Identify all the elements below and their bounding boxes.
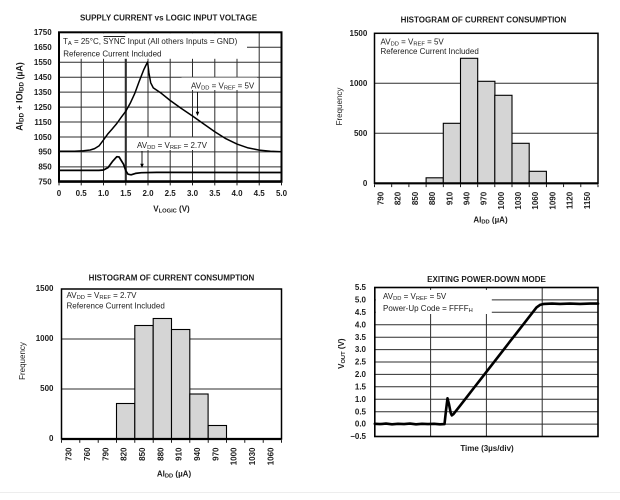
- svg-text:5.0: 5.0: [355, 296, 367, 305]
- svg-text:910: 910: [175, 447, 184, 461]
- svg-text:AVDD = VREF = 2.7V: AVDD = VREF = 2.7V: [137, 141, 208, 151]
- svg-text:910: 910: [445, 191, 454, 205]
- svg-text:2.5: 2.5: [355, 358, 367, 367]
- svg-text:AVDD = VREF = 5V: AVDD = VREF = 5V: [383, 292, 447, 302]
- svg-text:0.0: 0.0: [355, 420, 367, 429]
- svg-text:Frequency: Frequency: [335, 88, 344, 126]
- svg-text:850: 850: [138, 447, 147, 461]
- svg-text:SUPPLY CURRENT vs LOGIC INPUT: SUPPLY CURRENT vs LOGIC INPUT VOLTAGE: [80, 14, 258, 23]
- svg-text:AVDD = VREF = 5V: AVDD = VREF = 5V: [381, 37, 445, 47]
- svg-text:Frequency: Frequency: [18, 342, 27, 380]
- svg-text:1550: 1550: [34, 58, 52, 67]
- svg-text:3.0: 3.0: [187, 189, 199, 198]
- svg-text:970: 970: [211, 447, 220, 461]
- svg-text:500: 500: [354, 129, 368, 138]
- svg-text:3.5: 3.5: [355, 333, 367, 342]
- svg-text:AIDD + IOIDD (µA): AIDD + IOIDD (µA): [15, 62, 26, 131]
- svg-text:1.0: 1.0: [355, 395, 367, 404]
- svg-text:Reference Current Included: Reference Current Included: [381, 47, 479, 56]
- svg-text:0: 0: [363, 179, 368, 188]
- svg-text:Time (3µs/div): Time (3µs/div): [460, 444, 514, 453]
- svg-text:0.5: 0.5: [76, 189, 88, 198]
- svg-text:1050: 1050: [34, 133, 52, 142]
- svg-text:1650: 1650: [34, 43, 52, 52]
- svg-text:−0.5: −0.5: [350, 432, 366, 441]
- svg-text:HISTOGRAM OF CURRENT CONSUMPTI: HISTOGRAM OF CURRENT CONSUMPTION: [401, 16, 567, 25]
- svg-text:1250: 1250: [34, 103, 52, 112]
- svg-text:2.5: 2.5: [165, 189, 177, 198]
- svg-text:4.0: 4.0: [355, 320, 367, 329]
- svg-text:Reference Current Included: Reference Current Included: [63, 49, 161, 58]
- svg-text:970: 970: [480, 191, 489, 205]
- svg-text:1150: 1150: [583, 191, 592, 209]
- svg-text:1000: 1000: [497, 191, 506, 209]
- svg-text:5.0: 5.0: [276, 189, 288, 198]
- svg-text:5.5: 5.5: [355, 283, 367, 292]
- svg-text:Power-Up Code = FFFFH: Power-Up Code = FFFFH: [383, 304, 473, 314]
- svg-text:3.5: 3.5: [209, 189, 221, 198]
- svg-text:1450: 1450: [34, 73, 52, 82]
- svg-text:4.5: 4.5: [355, 308, 367, 317]
- svg-text:TA = 25°C, SYNC Input (All oth: TA = 25°C, SYNC Input (All others Inputs…: [63, 37, 238, 47]
- svg-text:AIDD (µA): AIDD (µA): [473, 216, 508, 226]
- svg-text:850: 850: [38, 163, 52, 172]
- svg-text:0.5: 0.5: [355, 407, 367, 416]
- svg-text:3.0: 3.0: [355, 345, 367, 354]
- svg-text:1500: 1500: [350, 29, 368, 38]
- svg-text:820: 820: [394, 191, 403, 205]
- svg-text:1.5: 1.5: [120, 189, 132, 198]
- svg-text:2.0: 2.0: [355, 370, 367, 379]
- svg-text:1000: 1000: [350, 79, 368, 88]
- svg-text:AVDD = VREF = 5V: AVDD = VREF = 5V: [191, 82, 255, 92]
- svg-text:VOUT (V): VOUT (V): [337, 338, 347, 369]
- svg-text:1030: 1030: [514, 191, 523, 209]
- svg-text:1750: 1750: [34, 28, 52, 37]
- svg-text:1.5: 1.5: [355, 382, 367, 391]
- svg-text:1060: 1060: [531, 191, 540, 209]
- svg-text:2.0: 2.0: [142, 189, 154, 198]
- svg-text:AVDD = VREF = 2.7V: AVDD = VREF = 2.7V: [67, 291, 138, 301]
- svg-text:0: 0: [57, 189, 62, 198]
- svg-text:880: 880: [428, 191, 437, 205]
- svg-text:1090: 1090: [548, 191, 557, 209]
- svg-text:730: 730: [65, 447, 74, 461]
- svg-text:0: 0: [49, 434, 54, 443]
- svg-text:1350: 1350: [34, 88, 52, 97]
- svg-text:760: 760: [83, 447, 92, 461]
- svg-text:EXITING POWER-DOWN MODE: EXITING POWER-DOWN MODE: [427, 275, 546, 284]
- svg-text:940: 940: [193, 447, 202, 461]
- svg-text:1.0: 1.0: [98, 189, 110, 198]
- svg-text:500: 500: [40, 384, 54, 393]
- svg-text:820: 820: [120, 447, 129, 461]
- svg-text:880: 880: [156, 447, 165, 461]
- svg-text:1030: 1030: [248, 447, 257, 465]
- svg-text:750: 750: [38, 178, 52, 187]
- svg-text:VLOGIC (V): VLOGIC (V): [153, 205, 190, 215]
- svg-text:1000: 1000: [230, 447, 239, 465]
- svg-text:Reference Current Included: Reference Current Included: [67, 301, 165, 310]
- svg-text:940: 940: [463, 191, 472, 205]
- svg-text:1060: 1060: [266, 447, 275, 465]
- svg-text:850: 850: [411, 191, 420, 205]
- svg-text:1000: 1000: [36, 334, 54, 343]
- svg-text:HISTOGRAM OF CURRENT CONSUMPTI: HISTOGRAM OF CURRENT CONSUMPTION: [89, 273, 255, 282]
- svg-text:1150: 1150: [34, 118, 52, 127]
- svg-text:AIDD (µA): AIDD (µA): [157, 470, 192, 480]
- svg-text:4.5: 4.5: [254, 189, 266, 198]
- svg-text:950: 950: [38, 148, 52, 157]
- svg-text:790: 790: [101, 447, 110, 461]
- svg-text:4.0: 4.0: [231, 189, 243, 198]
- svg-text:790: 790: [377, 191, 386, 205]
- svg-text:1500: 1500: [36, 284, 54, 293]
- svg-text:1120: 1120: [566, 191, 575, 209]
